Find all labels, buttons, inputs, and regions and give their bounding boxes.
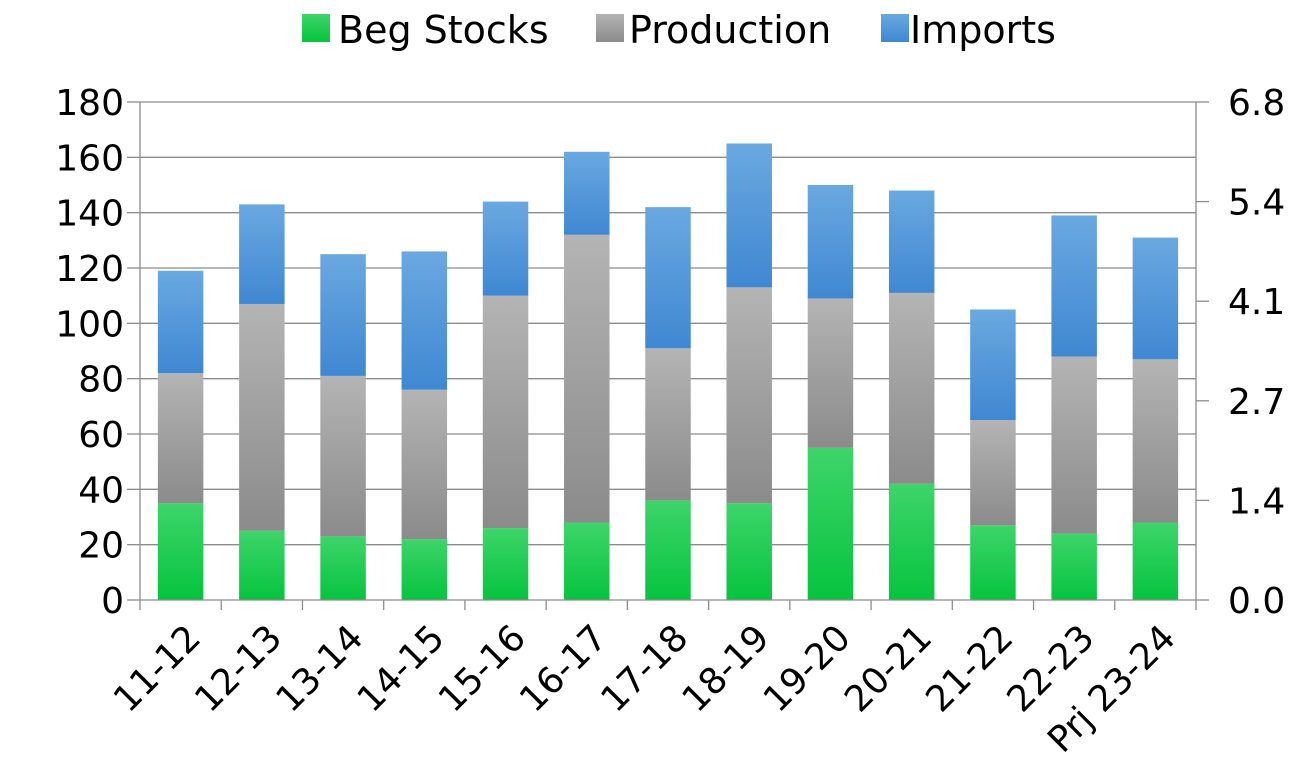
bar-beg-stocks	[157, 503, 204, 600]
y-right-tick-label: 0.0	[1228, 581, 1285, 622]
legend: Beg Stocks Production Imports	[302, 8, 1056, 52]
bar-beg-stocks	[239, 530, 285, 600]
bar-imports	[401, 251, 448, 390]
bar-beg-stocks	[970, 525, 1016, 600]
bar-imports	[888, 190, 935, 293]
bar-beg-stocks	[564, 522, 610, 600]
bar-production	[1132, 359, 1179, 523]
bar-beg-stocks	[401, 539, 448, 600]
y-left-tick-label: 180	[55, 83, 124, 124]
legend-swatch-imports	[881, 14, 909, 42]
bar-imports	[970, 309, 1016, 421]
x-tick-label: 15-16	[431, 617, 534, 720]
bar-beg-stocks	[320, 536, 366, 600]
bar-beg-stocks	[645, 500, 691, 600]
legend-swatch-beg-stocks	[302, 14, 330, 42]
bar-imports	[320, 254, 366, 376]
bar-production	[1051, 356, 1097, 534]
y-left-tick-label: 60	[78, 415, 124, 456]
y-left-tick-label: 40	[78, 470, 124, 511]
bar-production	[482, 295, 529, 529]
legend-label-beg-stocks: Beg Stocks	[338, 8, 549, 52]
bar-beg-stocks	[888, 483, 935, 600]
bar-beg-stocks	[726, 503, 772, 600]
legend-label-production: Production	[629, 8, 831, 52]
x-tick-label: 12-13	[187, 617, 290, 720]
y-left-tick-label: 160	[55, 138, 124, 179]
x-tick-label: 18-19	[675, 617, 778, 720]
y-right-tick-label: 4.1	[1228, 282, 1285, 323]
bar-production	[807, 298, 854, 448]
y-left-tick-label: 0	[101, 581, 124, 622]
y-right-tick-label: 2.7	[1228, 382, 1285, 423]
y-right-tick-label: 6.8	[1228, 83, 1285, 124]
x-tick-label: 20-21	[837, 617, 940, 720]
y-left-tick-label: 20	[78, 526, 124, 567]
y-left-tick-label: 120	[55, 249, 124, 290]
bar-production	[645, 348, 691, 501]
x-tick-label: 11-12	[106, 617, 209, 720]
x-tick-label: 14-15	[350, 617, 453, 720]
y-left-tick-label: 80	[78, 360, 124, 401]
bar-beg-stocks	[807, 447, 854, 600]
x-tick-label: 21-22	[918, 617, 1021, 720]
bar-imports	[1132, 237, 1179, 360]
bar-imports	[807, 185, 854, 299]
bar-imports	[564, 151, 610, 235]
bar-imports	[157, 270, 204, 374]
bar-production	[157, 373, 204, 504]
bar-production	[726, 287, 772, 504]
x-tick-label: 13-14	[268, 617, 371, 720]
bar-production	[564, 234, 610, 523]
legend-swatch-production	[596, 14, 624, 42]
bars	[157, 143, 1179, 600]
bar-beg-stocks	[482, 528, 529, 600]
bar-imports	[645, 207, 691, 349]
x-tick-label: 19-20	[756, 617, 859, 720]
bar-production	[401, 389, 448, 540]
x-tick-label: 17-18	[593, 617, 696, 720]
bar-imports	[1051, 215, 1097, 357]
bar-production	[888, 292, 935, 484]
axes	[127, 101, 1209, 610]
legend-label-imports: Imports	[910, 8, 1056, 52]
bar-beg-stocks	[1051, 533, 1097, 600]
bar-production	[970, 420, 1016, 526]
bar-imports	[239, 204, 285, 304]
y-right-tick-label: 5.4	[1228, 183, 1285, 224]
y-left-tick-label: 140	[55, 194, 124, 235]
x-tick-label: 16-17	[512, 617, 615, 720]
bar-imports	[726, 143, 772, 288]
bar-production	[320, 375, 366, 537]
y-right-tick-label: 1.4	[1228, 481, 1285, 522]
bar-production	[239, 303, 285, 531]
bar-imports	[482, 201, 529, 296]
bar-beg-stocks	[1132, 522, 1179, 600]
y-left-tick-label: 100	[55, 304, 124, 345]
